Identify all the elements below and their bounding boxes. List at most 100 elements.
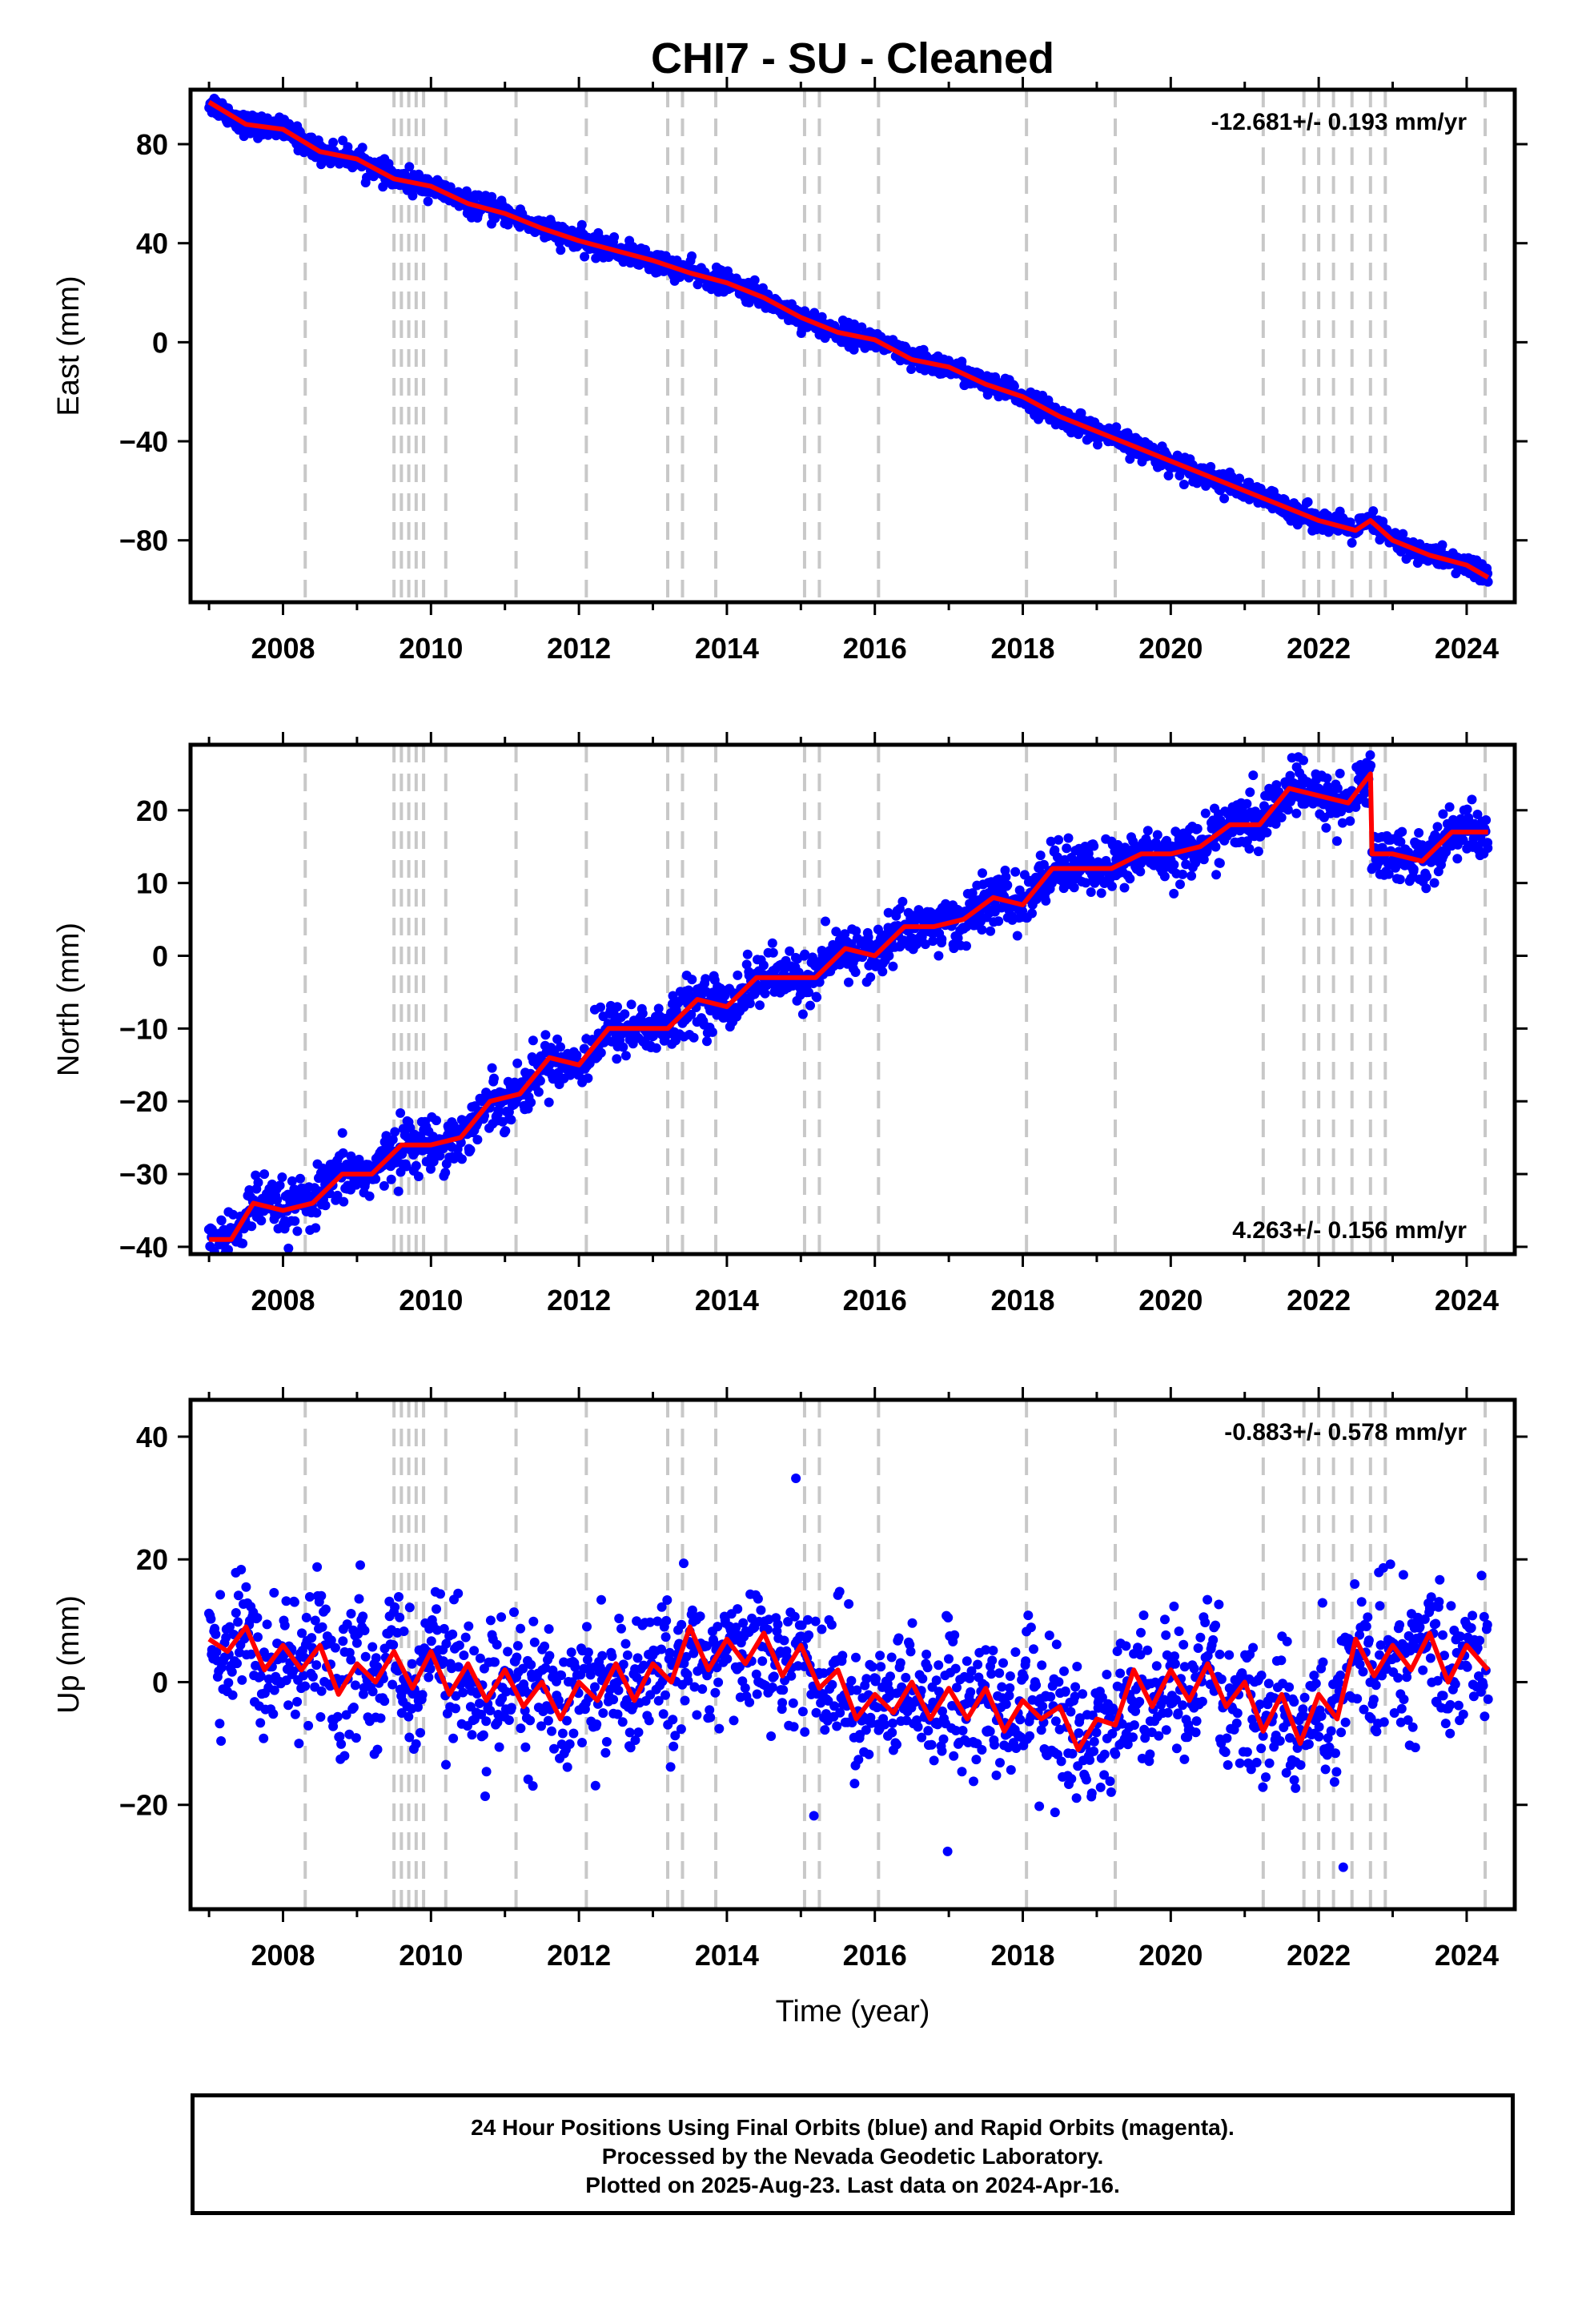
data-point [851, 926, 861, 936]
data-point [268, 1709, 279, 1719]
data-point [492, 1717, 503, 1727]
data-point [865, 972, 876, 983]
data-point [275, 1180, 285, 1191]
data-point [237, 1675, 247, 1685]
data-point [965, 1673, 975, 1683]
data-point [407, 1659, 417, 1669]
data-point [540, 1030, 551, 1040]
data-point [681, 1651, 692, 1662]
data-point [867, 1662, 877, 1672]
page-title: CHI7 - SU - Cleaned [650, 34, 1055, 82]
data-point [944, 1654, 954, 1664]
data-point [1283, 805, 1293, 815]
data-point [861, 1674, 872, 1684]
data-point [846, 1675, 857, 1686]
data-point [339, 1196, 349, 1207]
data-point [967, 888, 978, 899]
data-point [676, 1724, 686, 1735]
data-point [1211, 870, 1222, 880]
data-point [472, 1135, 483, 1145]
data-point [475, 1653, 485, 1663]
data-point [556, 1671, 567, 1680]
data-point [303, 1720, 314, 1731]
data-point [246, 1649, 256, 1659]
data-point [379, 1696, 390, 1707]
data-point [294, 1739, 304, 1749]
data-point [1027, 908, 1037, 919]
data-point [877, 967, 888, 977]
data-point [562, 1762, 572, 1772]
data-point [512, 1652, 522, 1663]
data-point [591, 253, 601, 263]
data-point [612, 1002, 622, 1012]
data-point [592, 1719, 602, 1730]
data-point [861, 1725, 871, 1735]
data-point [341, 1710, 351, 1720]
data-point [1086, 887, 1096, 897]
data-point [387, 1679, 398, 1690]
data-point [731, 1622, 741, 1633]
data-point [814, 977, 825, 987]
data-point [1432, 822, 1443, 832]
data-point [424, 1672, 434, 1683]
data-point [451, 1703, 460, 1714]
data-point [741, 959, 752, 970]
data-point [221, 1632, 231, 1642]
data-point [1142, 826, 1153, 836]
data-point [371, 1653, 381, 1663]
data-point [454, 1640, 464, 1651]
data-point [253, 1177, 263, 1188]
data-point [251, 1170, 261, 1180]
data-point [357, 143, 367, 153]
data-point [920, 939, 930, 950]
data-point [812, 992, 822, 1003]
panel-up: 2008 2010 2012 2014 2016 2018 2020 2022 2024−200… [52, 1387, 1528, 2028]
data-point [1467, 794, 1477, 805]
data-point [469, 1646, 480, 1656]
x-tick-label: 2014 [695, 1284, 759, 1317]
data-point [269, 1685, 279, 1695]
data-point [755, 1000, 765, 1011]
data-point [436, 1589, 445, 1599]
data-point [328, 137, 339, 147]
data-point [375, 1713, 386, 1723]
data-point [372, 1744, 383, 1755]
data-point [1192, 823, 1203, 834]
data-point [529, 1637, 540, 1647]
y-tick-label: −40 [119, 1231, 168, 1264]
data-point [880, 1719, 890, 1730]
data-point [552, 1034, 563, 1044]
data-point [785, 946, 795, 956]
data-point [662, 1595, 673, 1605]
x-tick-label: 2010 [399, 632, 463, 665]
data-point [661, 1615, 672, 1626]
data-point [791, 1474, 801, 1483]
data-point [803, 1614, 813, 1625]
data-point [749, 275, 760, 285]
data-point [701, 1641, 712, 1651]
data-point [733, 1604, 743, 1614]
data-point [747, 1613, 757, 1623]
data-point [829, 1701, 840, 1711]
data-point [338, 1148, 348, 1158]
data-point [544, 1651, 555, 1661]
data-point [1444, 802, 1455, 812]
data-point [241, 1582, 251, 1592]
data-point [872, 1703, 882, 1713]
data-point [596, 1047, 606, 1058]
data-point [1422, 871, 1431, 882]
data-point [316, 1590, 327, 1601]
data-point [1009, 381, 1019, 392]
plot-area [203, 745, 1493, 1254]
data-point [364, 1191, 375, 1201]
data-point [460, 1632, 471, 1642]
data-point [702, 1036, 712, 1047]
data-point [289, 1597, 299, 1607]
data-point [301, 1612, 311, 1622]
data-point [614, 1614, 624, 1623]
data-point [697, 1684, 708, 1695]
data-point [478, 1730, 488, 1740]
data-point [360, 1651, 371, 1662]
data-point [576, 219, 587, 230]
